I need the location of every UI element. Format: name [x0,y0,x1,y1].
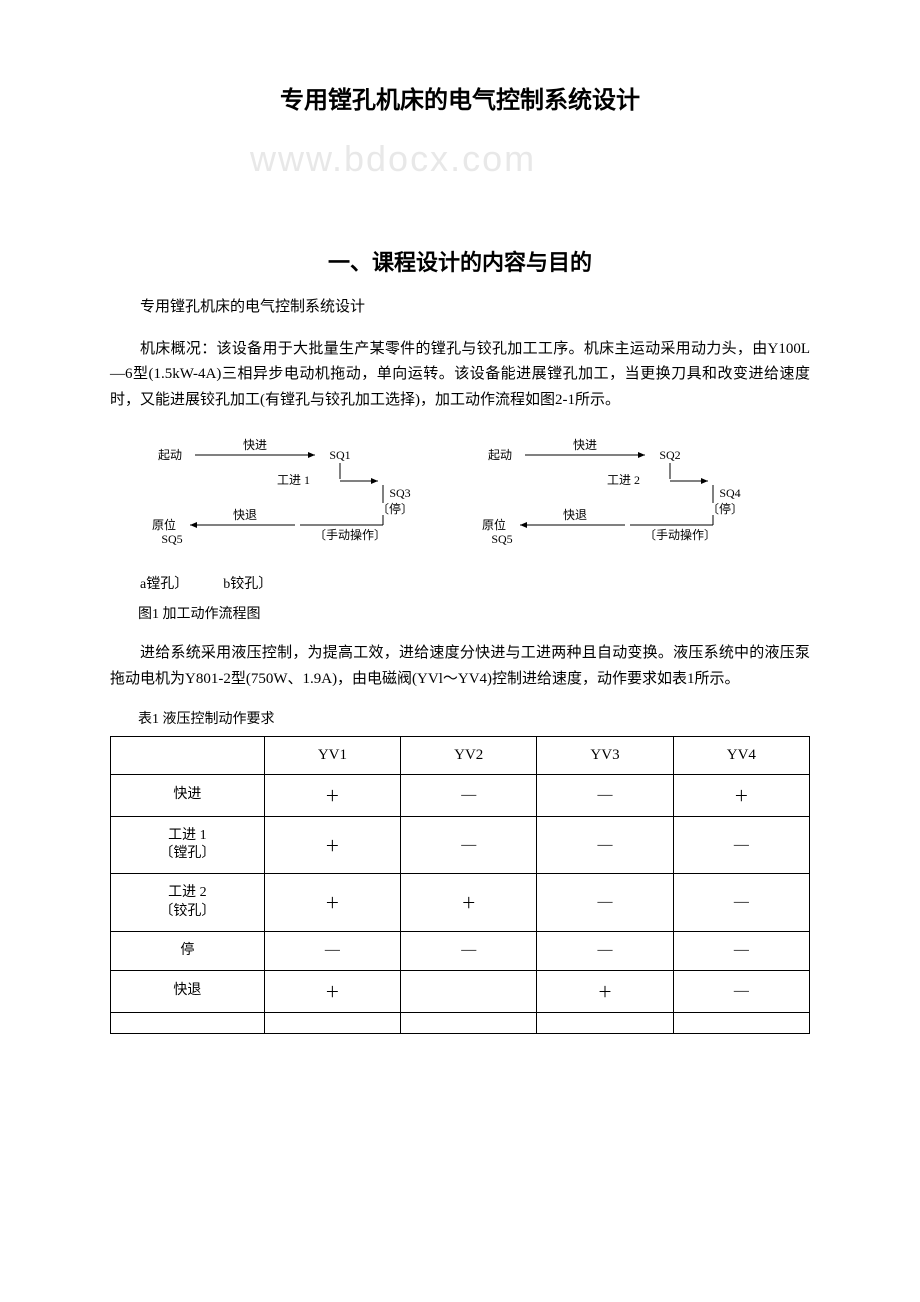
table-cell: — [401,775,537,817]
paragraph-2: 机床概况：该设备用于大批量生产某零件的镗孔与铰孔加工工序。机床主运动采用动力头，… [110,337,810,414]
table-header-cell: YV2 [401,737,537,775]
table-cell: — [673,817,809,874]
control-table: YV1YV2YV3YV4 快进＋——＋工进 1〔镗孔〕＋———工进 2〔铰孔〕＋… [110,736,810,1034]
table-row: 工进 1〔镗孔〕＋——— [111,817,810,874]
table-cell [401,970,537,1012]
table-cell [673,1012,809,1033]
table-cell: ＋ [264,970,400,1012]
table-cell: ＋ [264,775,400,817]
table-cell: — [537,931,673,970]
svg-text:〔停〕: 〔停〕 [377,501,413,516]
table-cell: 快进 [111,775,265,817]
svg-text:SQ3: SQ3 [389,486,410,500]
table-cell: — [537,817,673,874]
table-cell [264,1012,400,1033]
svg-text:〔手动操作〕: 〔手动操作〕 [644,527,716,542]
table-row: 停———— [111,931,810,970]
table-cell: — [673,931,809,970]
table-cell [537,1012,673,1033]
svg-text:SQ5: SQ5 [161,532,182,546]
table-cell: — [673,874,809,931]
table-cell: ＋ [264,874,400,931]
paragraph-1: 专用镗孔机床的电气控制系统设计 [110,295,810,321]
table-cell: — [264,931,400,970]
svg-text:〔停〕: 〔停〕 [707,501,743,516]
table-cell: ＋ [673,775,809,817]
table-cell: 停 [111,931,265,970]
table-cell: 工进 1〔镗孔〕 [111,817,265,874]
svg-text:SQ1: SQ1 [329,448,350,462]
table-row: 快退＋＋— [111,970,810,1012]
svg-text:快退: 快退 [563,508,587,522]
table-cell: — [537,874,673,931]
main-title: 专用镗孔机床的电气控制系统设计 [110,80,810,115]
table-cell: ＋ [537,970,673,1012]
table-header-cell: YV3 [537,737,673,775]
table-cell: ＋ [401,874,537,931]
table-cell: 工进 2〔铰孔〕 [111,874,265,931]
svg-text:原位: 原位 [482,517,506,532]
table-cell [401,1012,537,1033]
paragraph-3: 进给系统采用液压控制，为提高工效，进给速度分快进与工进两种且自动变换。液压系统中… [110,641,810,692]
table-header-cell [111,737,265,775]
svg-text:〔手动操作〕: 〔手动操作〕 [314,527,386,542]
table-header-cell: YV1 [264,737,400,775]
table-cell: — [401,817,537,874]
section-heading: 一、课程设计的内容与目的 [110,245,810,277]
table-cell [111,1012,265,1033]
table-cell: — [537,775,673,817]
figure-label: a镗孔〕 b铰孔〕 [140,573,810,593]
svg-text:原位: 原位 [152,517,176,532]
table-cell: — [401,931,537,970]
svg-text:快退: 快退 [233,508,257,522]
svg-text:快进: 快进 [243,438,267,452]
table-cell: ＋ [264,817,400,874]
table-header-cell: YV4 [673,737,809,775]
svg-text:SQ2: SQ2 [659,448,680,462]
svg-text:SQ5: SQ5 [491,532,512,546]
flowchart-diagram: www.bdocx.com 起动快进SQ1工进 1SQ3〔停〕原位SQ5快退〔手… [110,433,810,553]
table-cell: — [673,970,809,1012]
document-body: 专用镗孔机床的电气控制系统设计 一、课程设计的内容与目的 专用镗孔机床的电气控制… [110,80,810,1034]
svg-text:快进: 快进 [573,438,597,452]
svg-text:工进 1: 工进 1 [277,473,310,487]
table-row [111,1012,810,1033]
table-row: 快进＋——＋ [111,775,810,817]
table-caption: 表1 液压控制动作要求 [110,708,810,728]
svg-text:起动: 起动 [488,448,512,462]
svg-text:SQ4: SQ4 [719,486,740,500]
svg-text:起动: 起动 [158,448,182,462]
figure-caption: 图1 加工动作流程图 [110,603,810,623]
watermark-text: www.bdocx.com [250,138,536,180]
svg-text:工进 2: 工进 2 [607,473,640,487]
table-cell: 快退 [111,970,265,1012]
table-row: 工进 2〔铰孔〕＋＋—— [111,874,810,931]
flowchart-svg: 起动快进SQ1工进 1SQ3〔停〕原位SQ5快退〔手动操作〕起动快进SQ2工进 … [140,433,780,553]
